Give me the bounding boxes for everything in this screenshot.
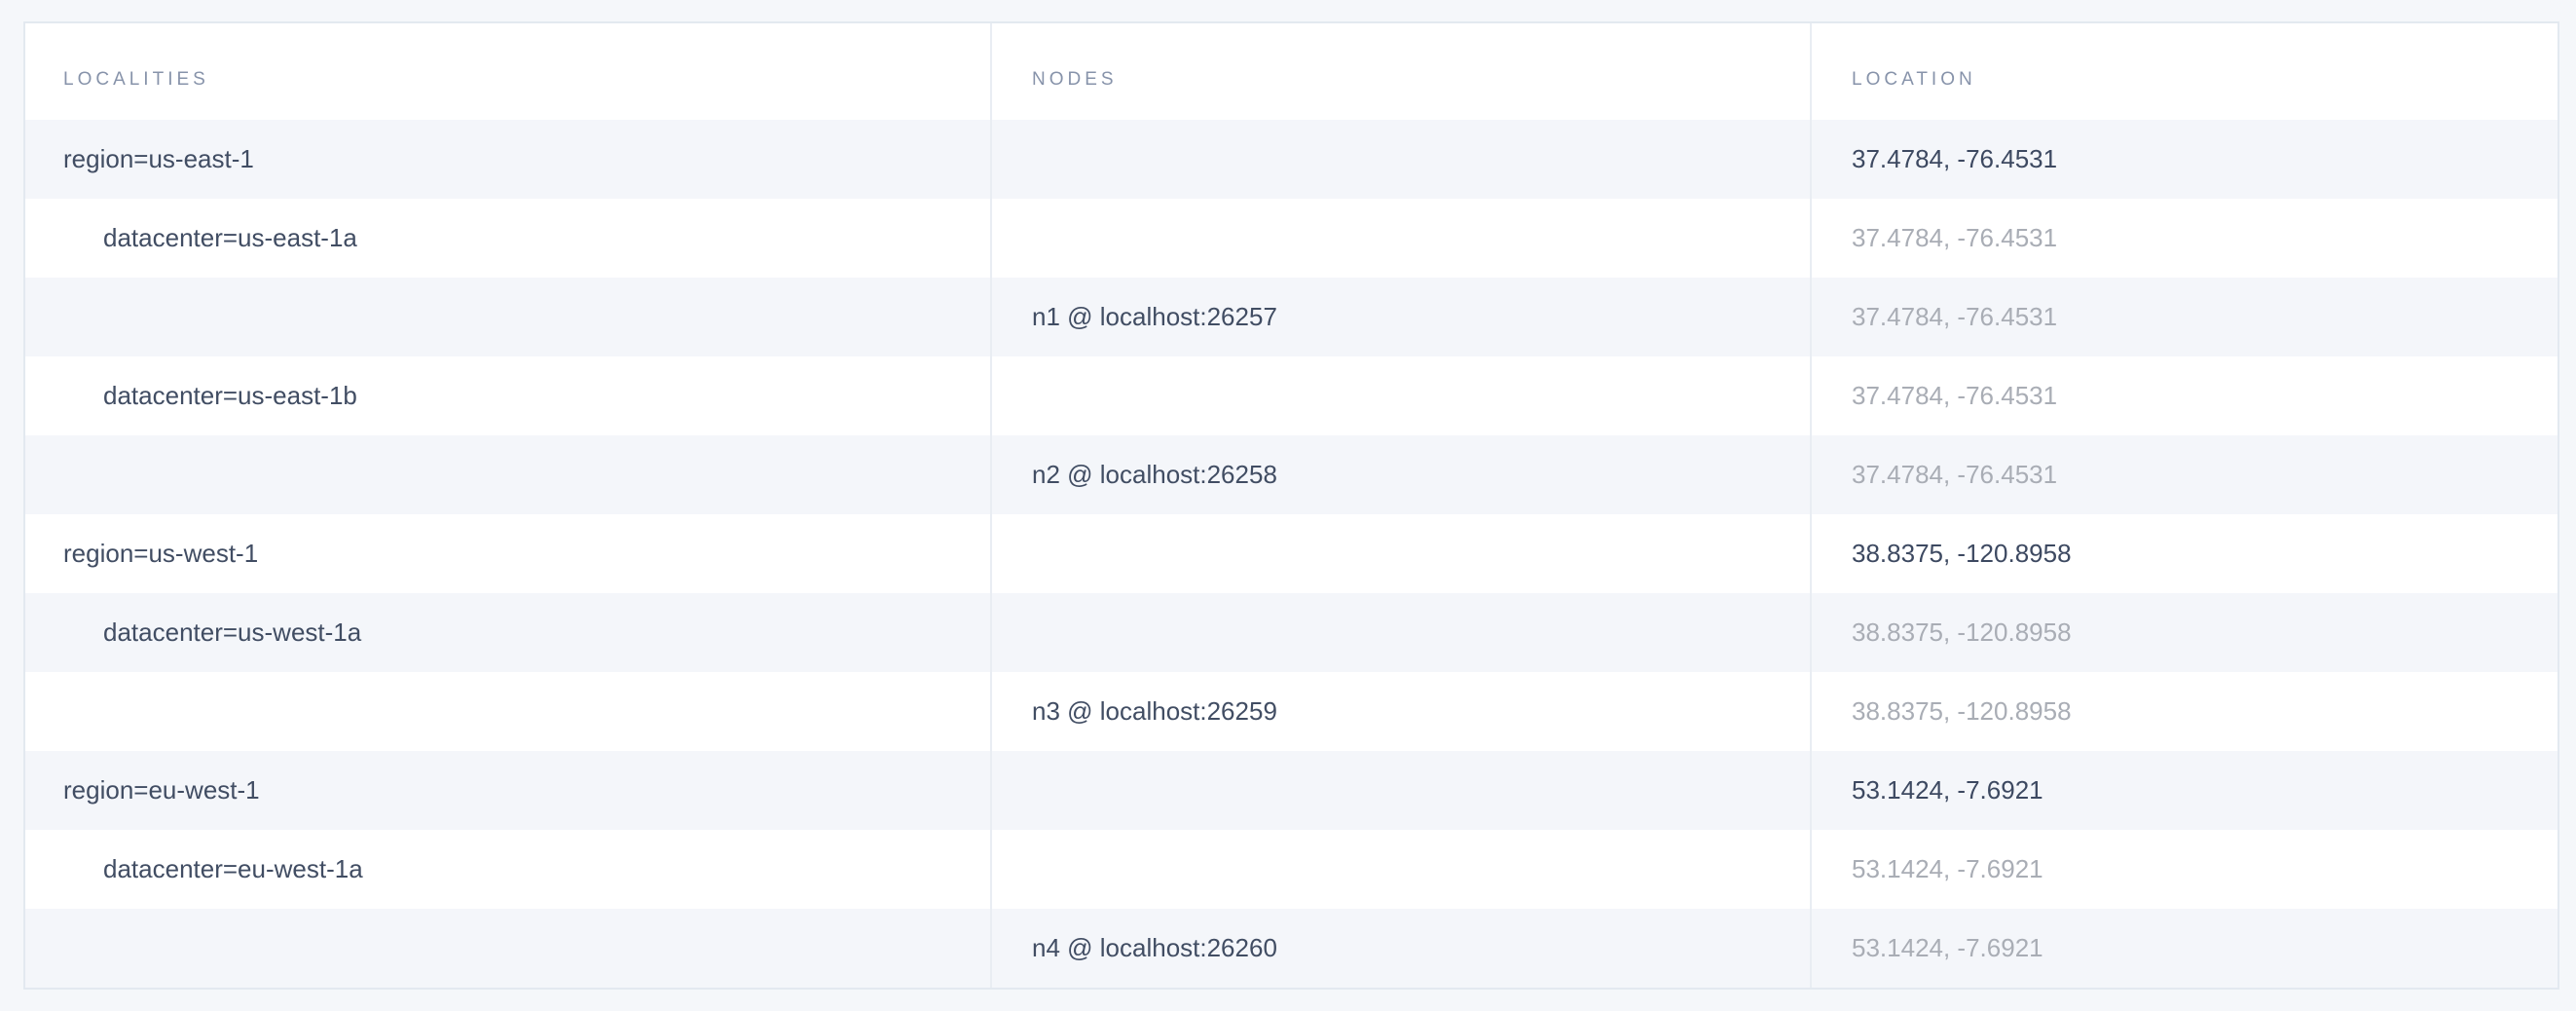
location-cell: 53.1424, -7.6921: [1812, 751, 2558, 830]
location-label: 37.4784, -76.4531: [1852, 223, 2058, 252]
node-cell: n4 @ localhost:26260: [992, 909, 1812, 988]
node-label: n4 @ localhost:26260: [1032, 933, 1277, 962]
table-row-datacenter: datacenter=eu-west-1a 53.1424, -7.6921: [25, 830, 2558, 909]
table-row-datacenter: datacenter=us-east-1b 37.4784, -76.4531: [25, 356, 2558, 435]
locality-label: datacenter=eu-west-1a: [103, 854, 363, 883]
node-label: n3 @ localhost:26259: [1032, 696, 1277, 726]
location-label: 37.4784, -76.4531: [1852, 460, 2058, 489]
location-label: 53.1424, -7.6921: [1852, 775, 2043, 805]
node-cell: n1 @ localhost:26257: [992, 278, 1812, 356]
table-row-region: region=eu-west-1 53.1424, -7.6921: [25, 751, 2558, 830]
location-cell: 38.8375, -120.8958: [1812, 672, 2558, 751]
location-label: 37.4784, -76.4531: [1852, 381, 2058, 410]
table-header-row: LOCALITIES NODES LOCATION: [25, 23, 2558, 120]
node-cell: [992, 356, 1812, 435]
locality-cell: [25, 435, 992, 514]
location-label: 37.4784, -76.4531: [1852, 302, 2058, 331]
node-cell: [992, 199, 1812, 278]
node-cell: n2 @ localhost:26258: [992, 435, 1812, 514]
locality-cell: [25, 672, 992, 751]
location-label: 37.4784, -76.4531: [1852, 144, 2058, 173]
locality-cell: region=eu-west-1: [25, 751, 992, 830]
localities-report-table: LOCALITIES NODES LOCATION region=us-east…: [23, 21, 2559, 990]
locality-cell: [25, 278, 992, 356]
location-label: 38.8375, -120.8958: [1852, 618, 2072, 647]
node-label: n2 @ localhost:26258: [1032, 460, 1277, 489]
locality-cell: datacenter=us-east-1a: [25, 199, 992, 278]
node-cell: [992, 830, 1812, 909]
table-body: region=us-east-1 37.4784, -76.4531 datac…: [25, 120, 2558, 988]
locality-label: region=us-east-1: [63, 144, 254, 173]
table-row-datacenter: datacenter=us-west-1a 38.8375, -120.8958: [25, 593, 2558, 672]
node-cell: [992, 514, 1812, 593]
node-label: n1 @ localhost:26257: [1032, 302, 1277, 331]
table-row-region: region=us-east-1 37.4784, -76.4531: [25, 120, 2558, 199]
table-row-node: n1 @ localhost:26257 37.4784, -76.4531: [25, 278, 2558, 356]
locality-cell: datacenter=us-east-1b: [25, 356, 992, 435]
node-cell: n3 @ localhost:26259: [992, 672, 1812, 751]
locality-label: datacenter=us-west-1a: [103, 618, 362, 647]
node-cell: [992, 593, 1812, 672]
locality-label: datacenter=us-east-1b: [103, 381, 357, 410]
column-header-location: LOCATION: [1852, 68, 1976, 90]
location-cell: 53.1424, -7.6921: [1812, 909, 2558, 988]
node-cell: [992, 120, 1812, 199]
table-row-region: region=us-west-1 38.8375, -120.8958: [25, 514, 2558, 593]
location-cell: 37.4784, -76.4531: [1812, 120, 2558, 199]
location-cell: 53.1424, -7.6921: [1812, 830, 2558, 909]
locality-cell: region=us-east-1: [25, 120, 992, 199]
table-row-node: n4 @ localhost:26260 53.1424, -7.6921: [25, 909, 2558, 988]
location-label: 53.1424, -7.6921: [1852, 854, 2043, 883]
column-header-localities: LOCALITIES: [25, 23, 992, 120]
location-cell: 37.4784, -76.4531: [1812, 356, 2558, 435]
location-cell: 37.4784, -76.4531: [1812, 278, 2558, 356]
location-label: 53.1424, -7.6921: [1852, 933, 2043, 962]
location-cell: 38.8375, -120.8958: [1812, 593, 2558, 672]
locality-cell: region=us-west-1: [25, 514, 992, 593]
locality-cell: [25, 909, 992, 988]
table-row-node: n2 @ localhost:26258 37.4784, -76.4531: [25, 435, 2558, 514]
location-cell: 37.4784, -76.4531: [1812, 199, 2558, 278]
location-cell: 37.4784, -76.4531: [1812, 435, 2558, 514]
location-label: 38.8375, -120.8958: [1852, 539, 2072, 568]
column-header-nodes: NODES: [992, 23, 1812, 120]
locality-label: region=eu-west-1: [63, 775, 260, 805]
table-row-datacenter: datacenter=us-east-1a 37.4784, -76.4531: [25, 199, 2558, 278]
table-row-node: n3 @ localhost:26259 38.8375, -120.8958: [25, 672, 2558, 751]
location-cell: 38.8375, -120.8958: [1812, 514, 2558, 593]
locality-label: datacenter=us-east-1a: [103, 223, 357, 252]
locality-label: region=us-west-1: [63, 539, 259, 568]
locality-cell: datacenter=us-west-1a: [25, 593, 992, 672]
locality-cell: datacenter=eu-west-1a: [25, 830, 992, 909]
location-label: 38.8375, -120.8958: [1852, 696, 2072, 726]
node-cell: [992, 751, 1812, 830]
